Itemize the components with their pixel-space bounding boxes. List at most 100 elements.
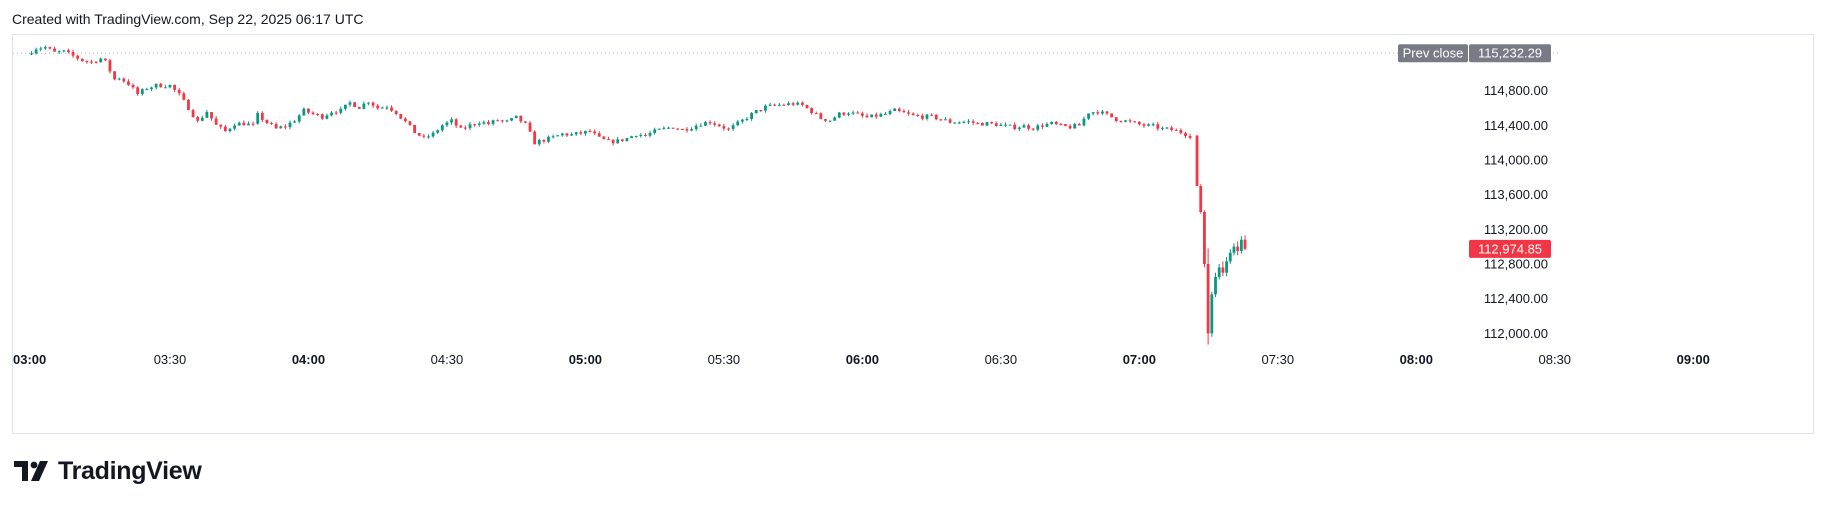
candle: [1161, 126, 1164, 131]
candle-body: [740, 119, 744, 122]
candle: [311, 111, 315, 116]
candle-body: [214, 118, 218, 125]
candle: [713, 121, 717, 127]
x-tick-label: 03:00: [13, 352, 46, 367]
candle: [653, 127, 657, 135]
candle: [897, 107, 901, 113]
candle: [694, 123, 698, 131]
candle: [214, 116, 218, 125]
candle-body: [1151, 124, 1155, 126]
candle-body: [140, 89, 144, 95]
candle: [971, 119, 975, 126]
candle: [777, 102, 781, 107]
candle: [1228, 249, 1232, 264]
candle-body: [1165, 127, 1169, 129]
candle: [127, 79, 130, 87]
candle: [717, 123, 721, 127]
tradingview-brand[interactable]: TradingView: [14, 457, 202, 485]
candle: [662, 126, 666, 130]
candle-body: [145, 89, 149, 91]
candle: [117, 77, 121, 81]
candle: [611, 139, 615, 146]
candle: [334, 110, 338, 115]
x-tick-label: 04:30: [431, 352, 464, 367]
candle-body: [911, 113, 915, 116]
candle: [957, 121, 961, 125]
candle: [145, 87, 149, 91]
tradingview-logo-icon: [14, 461, 48, 481]
candle-body: [30, 53, 33, 55]
candle-body: [362, 103, 366, 109]
candle: [247, 121, 250, 126]
candle-body: [1119, 121, 1123, 123]
chart-frame: 114,800.00 114,400.00 114,000.00 113,600.00…: [12, 34, 1814, 434]
candle-body: [242, 122, 246, 126]
candle: [524, 121, 527, 124]
candle-body: [427, 136, 430, 138]
candle-body: [173, 84, 176, 90]
price-chart[interactable]: 114,800.00 114,400.00 114,000.00 113,600.00…: [13, 35, 1813, 433]
candle: [736, 119, 740, 126]
candle-body: [53, 48, 56, 52]
candle-body: [1147, 124, 1150, 126]
prev-close-value-bg: [1469, 44, 1551, 63]
candle-body: [1054, 121, 1058, 125]
candle: [833, 116, 837, 121]
candle-body: [810, 108, 814, 114]
candle-body: [274, 124, 278, 129]
candle-body: [491, 120, 495, 124]
candle-body: [510, 118, 513, 121]
candle-body: [662, 127, 666, 129]
candle-body: [380, 107, 384, 109]
candle-body: [731, 125, 735, 129]
candle-body: [620, 139, 624, 141]
candle-body: [367, 102, 370, 104]
candle-body: [94, 61, 98, 63]
candle: [99, 57, 103, 63]
candle: [302, 107, 306, 116]
candle-body: [473, 124, 477, 126]
candle: [948, 117, 952, 124]
candle: [445, 120, 449, 128]
candle-body: [150, 87, 153, 90]
candle-body: [1128, 120, 1132, 122]
candle-body: [205, 112, 209, 118]
candle-body: [1064, 124, 1067, 126]
candle-body: [704, 122, 707, 126]
candle-body: [657, 128, 661, 130]
candle: [1232, 243, 1236, 256]
candle-body: [297, 115, 301, 122]
candle: [824, 118, 827, 122]
candle-body: [1105, 111, 1109, 114]
candle-body: [1210, 294, 1214, 334]
candle-body: [768, 104, 772, 106]
candle: [228, 128, 232, 133]
candle: [1036, 123, 1040, 132]
candle-body: [90, 61, 93, 63]
candle-body: [57, 51, 61, 53]
candle: [237, 121, 241, 126]
candle-body: [80, 58, 84, 62]
candle-body: [736, 121, 740, 126]
candle-body: [625, 138, 629, 141]
candle: [570, 132, 573, 137]
candle-body: [980, 122, 984, 126]
candle-body: [533, 131, 537, 145]
candle: [708, 120, 712, 126]
candle: [53, 46, 56, 52]
candle-body: [1179, 130, 1183, 134]
candle-body: [976, 122, 980, 124]
candle-body: [565, 133, 569, 136]
candle: [108, 58, 112, 74]
candle: [584, 130, 587, 136]
candle-body: [713, 123, 717, 125]
candle: [177, 87, 181, 96]
candle-body: [1236, 246, 1240, 251]
candle-body: [805, 104, 809, 109]
candle-body: [593, 131, 597, 134]
candle-body: [824, 119, 827, 121]
candle-body: [371, 102, 375, 106]
candle-body: [136, 87, 140, 95]
candle-body: [851, 112, 855, 114]
candle: [293, 119, 297, 123]
